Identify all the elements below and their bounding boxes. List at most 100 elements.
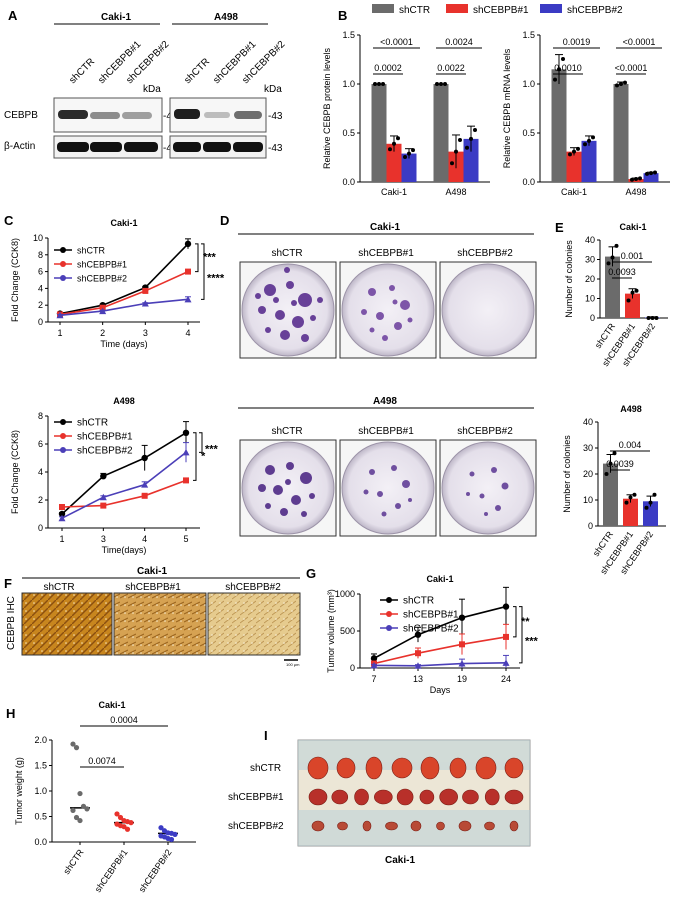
sig-label-1: ** [521,616,530,628]
data-point-shCEBPB#1 [100,502,107,509]
data-point [650,316,655,320]
tumor-shCTR [475,756,497,780]
data-point [439,82,443,86]
legend-label-shCEBPB#2: shCEBPB#2 [77,446,133,457]
legend-swatch-shctr [372,4,394,13]
data-point-shCEBPB#2 [158,825,164,831]
tumor-caption: Caki-1 [385,855,415,866]
data-point-shCTR [141,454,148,462]
x-tick-label: 1 [57,328,62,338]
tumor-shCTR [307,756,329,780]
y-tick-label: 0.0 [34,837,47,847]
y-tick-label: 0.5 [342,128,355,138]
data-point [604,472,609,476]
x-tick-label: 7 [371,674,376,684]
ihc-side-label: CEBPB IHC [6,596,17,650]
data-point [638,176,642,181]
data-point-shCTR [100,473,107,480]
sig-bracket-2 [201,243,205,300]
colony-dish-caki1-shcebpb2 [439,261,537,359]
panel-d: D Caki-1 shCTR shCEBPB#1 shCEBPB#2 [220,213,537,537]
data-point [610,255,615,260]
data-point-shCTR [58,510,66,518]
data-point-shCTR [70,807,76,813]
data-point [632,492,637,497]
colony-dish-caki1-shcebpb1 [339,261,437,359]
band [174,109,200,119]
data-point-shCEBPB#2 [458,660,466,667]
data-point [612,451,617,456]
tumor-row-label-shcebpb1: shCEBPB#1 [228,792,284,803]
data-point [587,138,591,143]
bar-shCTR-Caki-1 [371,84,387,182]
chart-h-tumor-weight: Caki-1 0.0 0.5 1.0 1.5 2.0 Tumor weight (g) shC… [14,700,196,894]
data-point-shCEBPB#1 [415,650,421,657]
data-point-shCEBPB#1 [185,268,191,275]
chart-title: Caki-1 [98,700,125,710]
data-point [619,82,623,86]
data-point-shCEBPB#1 [124,826,131,832]
y-tick-label: 0.5 [522,128,535,138]
legend-label-shcebpb1: shCEBPB#1 [473,5,529,16]
data-point [606,261,611,266]
y-tick-label: 1.0 [34,786,47,796]
x-tick-label: A498 [625,187,646,197]
data-point-shCEBPB#2 [184,295,192,303]
bar-shCEBPB#1-Caki-1 [566,151,582,182]
chart-title: A498 [113,396,135,406]
blot-unit-a498: kDa [264,84,282,95]
data-point [645,171,649,176]
data-point [403,155,407,160]
tumor-shCEBPB#1 [504,789,524,805]
data-point-shCTR [73,745,80,751]
legend-label-shCEBPB#1: shCEBPB#1 [77,432,133,443]
x-axis-label: Days [430,685,451,695]
y-tick-label: 20 [583,469,593,479]
legend-label-shCTR: shCTR [77,246,106,256]
data-point [654,316,659,320]
x-tick-label: shCTR [61,847,86,876]
p-value-0-label: 0.001 [621,251,644,261]
panel-letter-a: A [8,8,18,23]
band [122,112,152,119]
tumor-shCTR [336,757,356,779]
bar-shCEBPB#2-A498 [643,173,659,182]
data-point [591,135,595,140]
legend-marker-shCEBPB#1 [386,611,392,617]
band [203,142,231,152]
data-point [450,161,454,166]
chart-b-mrna: 0.0 0.5 1.0 1.5 Relative CEBPB mRNA levels Ca… [502,30,670,197]
p-value-3-label: <0.0001 [615,63,648,73]
y-tick-label: 10 [33,233,43,243]
data-point [377,82,381,86]
data-point-shCEBPB#2 [56,311,64,319]
y-tick-label: 1.0 [342,79,355,89]
legend-label-shCEBPB#2: shCEBPB#2 [77,274,127,284]
y-tick-label: 40 [585,235,595,245]
tumor-shCEBPB#2 [509,820,519,832]
y-tick-label: 8 [38,250,43,260]
data-point-shCTR [502,603,510,610]
chart-title: Caki-1 [110,218,137,228]
y-tick-label: 1.0 [522,79,535,89]
sig-bracket-2 [199,432,203,453]
blot-lane-caki1-shctr: shCTR [67,56,97,86]
data-point [388,147,392,152]
panel-letter-e: E [555,220,564,235]
p-value-3-label: 0.0022 [437,63,465,73]
blot-lane-a498-shctr: shCTR [182,56,212,86]
data-point-shCEBPB#2 [99,493,107,501]
tumor-row-label-shctr: shCTR [250,763,281,774]
x-tick-label: shCEBPB#1 [93,847,130,894]
bar-shCEBPB#1-Caki-1 [386,143,402,182]
panel-letter-g: G [306,566,316,581]
data-point [644,505,649,510]
bar-shCEBPB#2-Caki-1 [581,140,597,182]
tumor-shCEBPB#2 [311,820,325,832]
data-point-shCEBPB#1 [117,814,124,821]
sig-bracket-2 [519,606,523,664]
data-point [634,288,639,293]
bar-shCTR-Caki-1 [551,69,567,182]
data-point [392,141,396,146]
